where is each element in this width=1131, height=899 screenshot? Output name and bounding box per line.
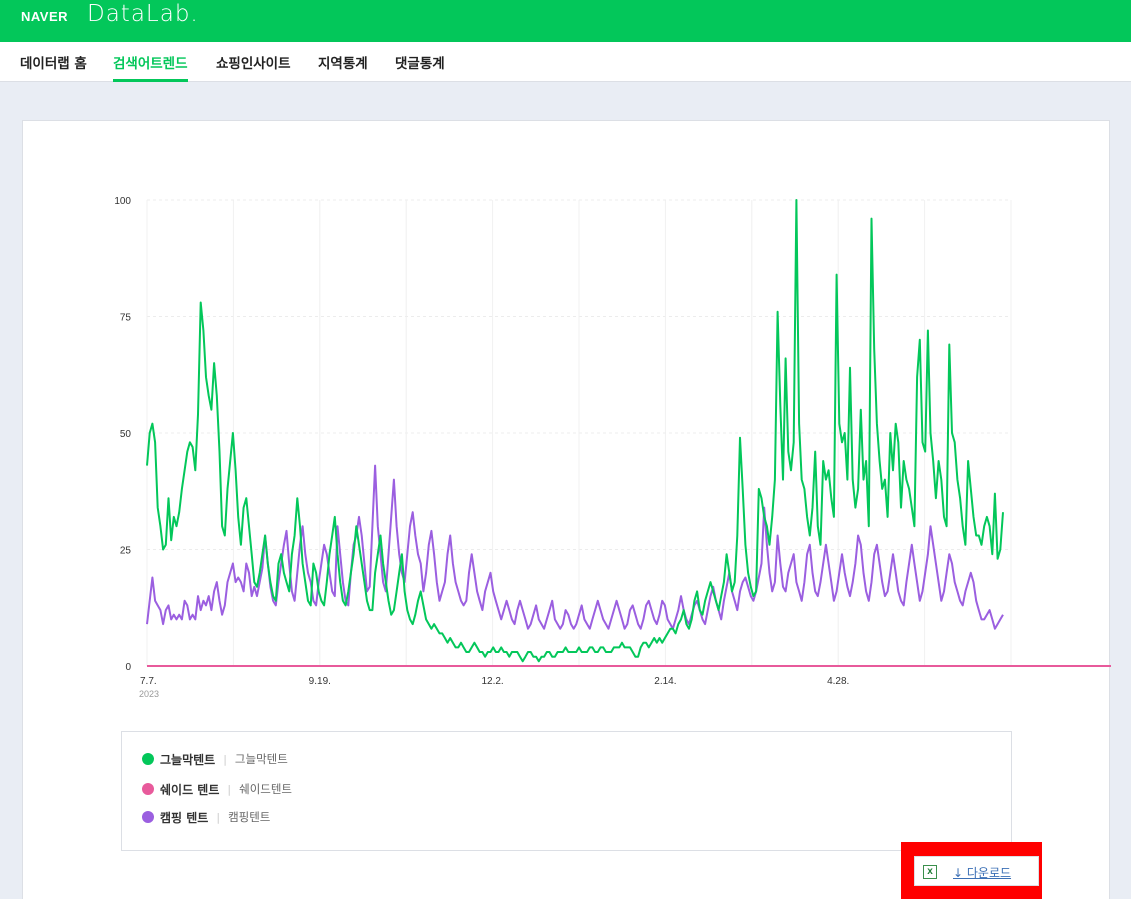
x-year-label: 2023 <box>139 689 159 699</box>
legend-dot-green <box>142 753 154 765</box>
y-tick-label: 75 <box>120 313 132 324</box>
series-line-2 <box>146 464 1004 630</box>
nav-item-search-trend[interactable]: 검색어트렌드 <box>113 52 188 82</box>
x-tick-label: 4.28. <box>827 676 849 687</box>
result-card: 100 75 50 25 0 7.7. 9.19. 12.2. 2.14. 4.28. 2023… <box>22 120 1111 899</box>
y-tick-label: 0 <box>125 662 131 673</box>
x-axis-ticks: 7.7. 9.19. 12.2. 2.14. 4.28. <box>140 676 849 687</box>
legend-keyword: 캠핑텐트 <box>228 810 271 824</box>
trend-chart: 100 75 50 25 0 7.7. 9.19. 12.2. 2.14. 4.28. 2023 <box>114 196 1111 699</box>
top-bar: NAVER DataLab. <box>0 0 1131 42</box>
legend-item-0: 그늘막텐트 | 그늘막텐트 <box>142 750 288 768</box>
legend-separator: | <box>227 782 232 796</box>
x-tick-label: 9.19. <box>309 676 331 687</box>
x-tick-label: 7.7. <box>140 676 157 687</box>
legend-series-name: 캠핑 텐트 <box>160 810 209 825</box>
nav-item-datalab-home[interactable]: 데이터랩 홈 <box>20 56 87 72</box>
naver-logo[interactable]: NAVER <box>21 9 69 24</box>
legend-item-2: 캠핑 텐트 | 캠핑텐트 <box>142 808 270 826</box>
nav-item-comment-stats[interactable]: 댓글통계 <box>395 56 445 72</box>
legend-keyword: 그늘막텐트 <box>234 752 288 766</box>
legend-series-name: 쉐이드 텐트 <box>160 782 220 797</box>
excel-icon: x <box>923 865 937 879</box>
legend-separator: | <box>223 752 227 766</box>
y-tick-label: 50 <box>120 429 132 440</box>
datalab-logo[interactable]: DataLab. <box>87 1 199 27</box>
series-line-0 <box>146 199 1004 663</box>
y-axis-ticks: 100 75 50 25 0 <box>114 196 131 673</box>
nav-item-shopping-insight[interactable]: 쇼핑인사이트 <box>216 56 291 72</box>
legend-series-name: 그늘막텐트 <box>160 752 216 767</box>
chart-series <box>146 199 1111 667</box>
legend-separator: | <box>216 810 221 824</box>
download-button[interactable]: ↓ 다운로드 <box>953 866 1012 880</box>
x-tick-label: 2.14. <box>654 676 676 687</box>
legend-item-1: 쉐이드 텐트 | 쉐이드텐트 <box>142 780 292 798</box>
legend-dot-pink <box>142 783 154 795</box>
download-box: x ↓ 다운로드 <box>914 856 1039 886</box>
y-tick-label: 100 <box>114 196 131 207</box>
main-nav: 데이터랩 홈 검색어트렌드 쇼핑인사이트 지역통계 댓글통계 <box>0 42 1131 82</box>
nav-item-regional-stats[interactable]: 지역통계 <box>318 56 368 72</box>
x-tick-label: 12.2. <box>481 676 503 687</box>
legend-dot-purple <box>142 811 154 823</box>
legend-keyword: 쉐이드텐트 <box>239 782 293 796</box>
chart-legend: 그늘막텐트 | 그늘막텐트 쉐이드 텐트 | 쉐이드텐트 캠핑 텐트 | 캠핑텐… <box>121 731 1012 851</box>
y-tick-label: 25 <box>120 546 132 557</box>
